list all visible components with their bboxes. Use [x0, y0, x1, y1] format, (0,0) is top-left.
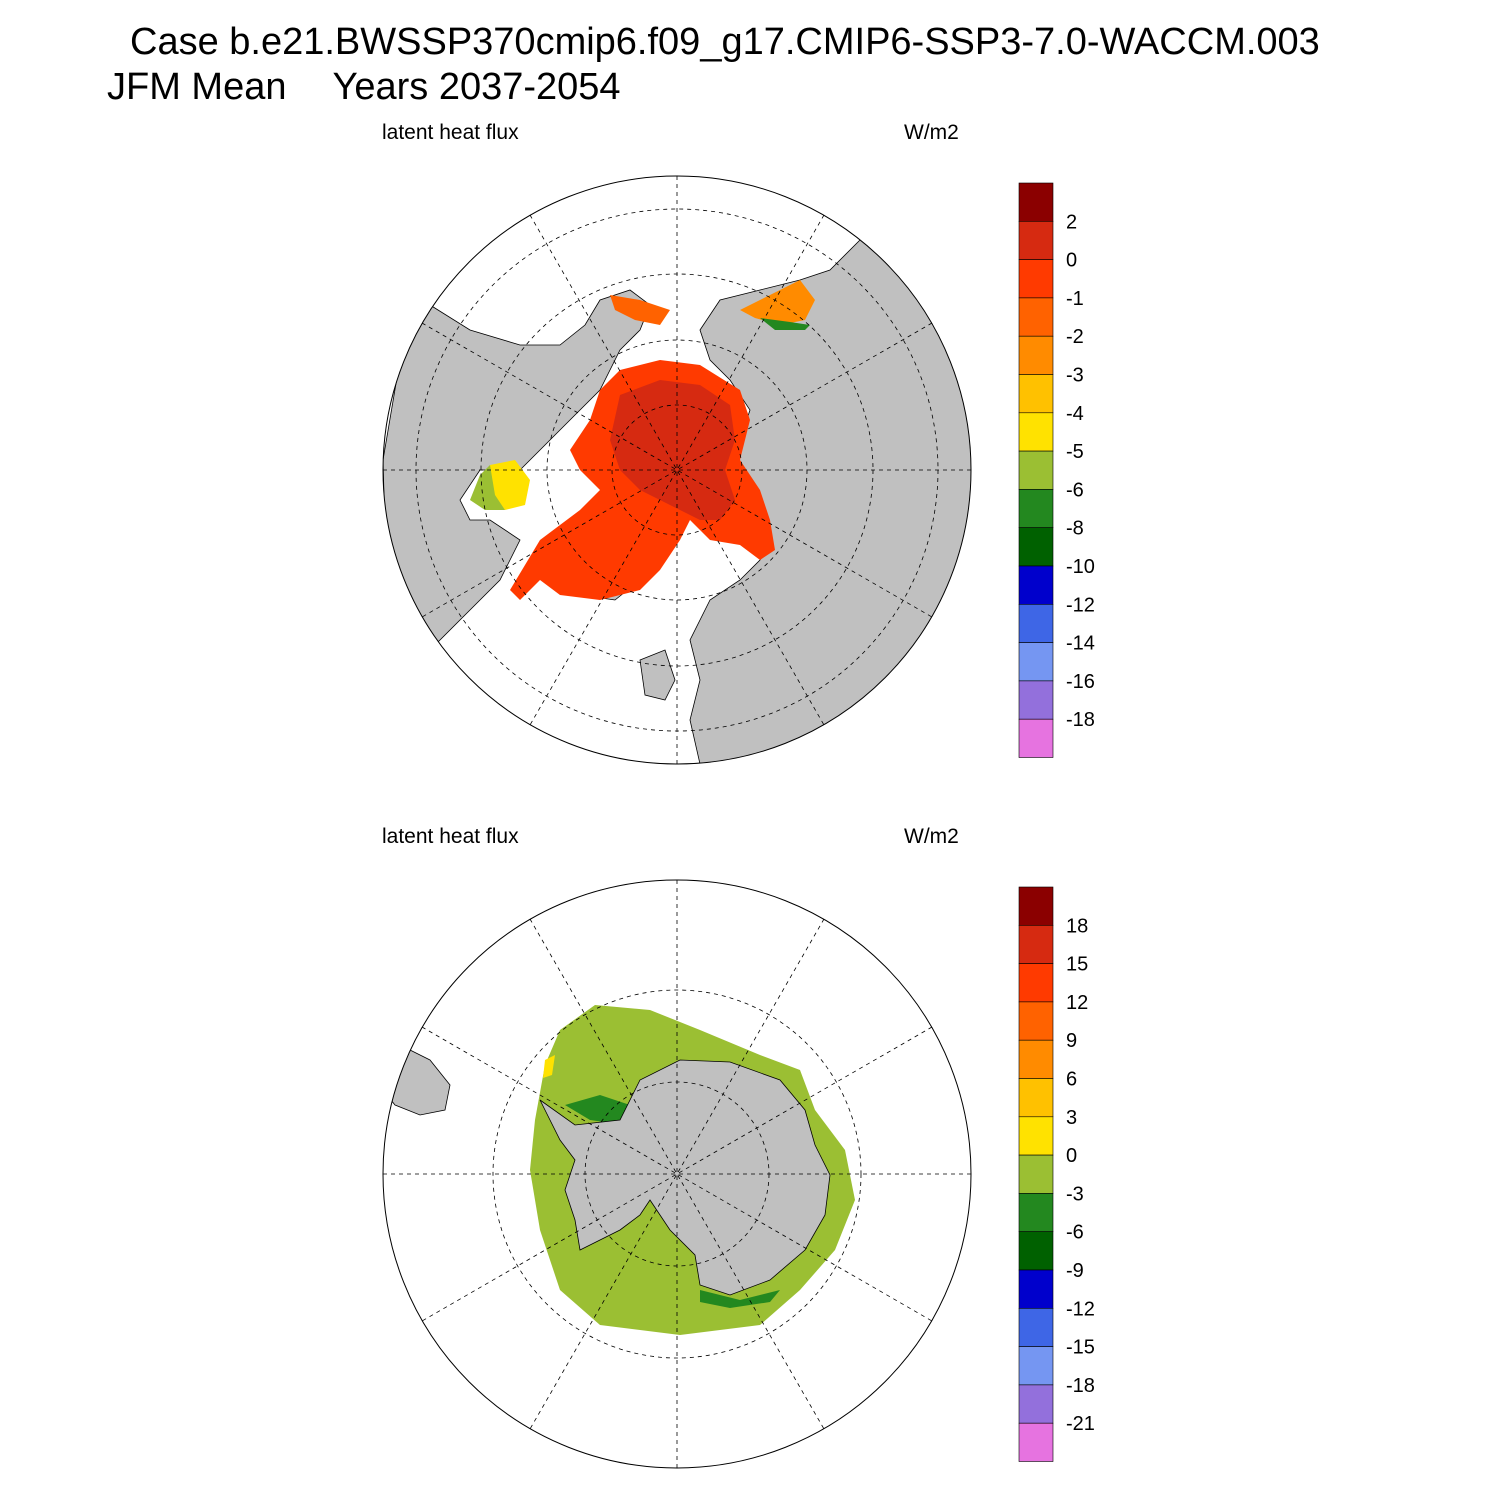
ross-sea-edge-region	[700, 1290, 780, 1308]
colorbar-tick-label: -1	[1066, 288, 1084, 310]
colorbar-swatch	[1018, 1039, 1054, 1079]
colorbar-tick-label: -8	[1066, 518, 1084, 540]
antarctic-colorbar: 18 15 12 9 6 3 0 -3 -6 -9 -12 -15 -18 -21	[1018, 886, 1095, 1462]
arctic-map: 2 0 -1 -2 -3 -4 -5 -6 -8 -10 -12 -14 -16 -18	[382, 175, 1095, 765]
colorbar-tick-label: -16	[1066, 671, 1095, 693]
colorbar-tick-label: -6	[1066, 479, 1084, 501]
colorbar-tick-label: -5	[1066, 441, 1084, 463]
colorbar-tick-label: -9	[1066, 1260, 1084, 1282]
colorbar-swatch	[1018, 1078, 1054, 1118]
colorbar-swatch	[1018, 963, 1054, 1003]
colorbar-swatch	[1018, 1193, 1054, 1233]
colorbar-tick-label: 0	[1066, 250, 1077, 272]
hudson-bay-edge-region	[470, 465, 505, 510]
colorbar-tick-label: -3	[1066, 365, 1084, 387]
colorbar-swatch	[1018, 1116, 1054, 1156]
years-label: Years 2037-2054	[332, 66, 621, 108]
colorbar-tick-label: 3	[1066, 1107, 1077, 1129]
colorbar-tick-label: -21	[1066, 1413, 1095, 1435]
colorbar-swatch	[1018, 259, 1054, 299]
colorbar-swatch	[1018, 1384, 1054, 1424]
panel1-variable-label: latent heat flux	[382, 121, 519, 144]
colorbar-tick-label: -2	[1066, 326, 1084, 348]
hudson-bay-flux-region	[490, 460, 530, 510]
colorbar-tick-label: 0	[1066, 1145, 1077, 1167]
uk-land	[639, 649, 676, 701]
colorbar-swatch	[1018, 1346, 1054, 1386]
colorbar-swatch	[1018, 1422, 1054, 1462]
colorbar-swatch	[1018, 1154, 1054, 1194]
colorbar-swatch	[1018, 489, 1054, 528]
colorbar-swatch	[1018, 924, 1054, 964]
okhotsk-flux-region	[740, 280, 815, 325]
north-america-land	[383, 289, 651, 661]
colorbar-swatch	[1018, 886, 1054, 926]
colorbar-swatch	[1018, 221, 1054, 260]
panel2-variable-label: latent heat flux	[382, 825, 519, 848]
colorbar-tick-label: -6	[1066, 1222, 1084, 1244]
colorbar-tick-label: 18	[1066, 915, 1088, 937]
colorbar-swatch	[1018, 335, 1054, 375]
colorbar-swatch	[1018, 1308, 1054, 1347]
arctic-inner-flux-region	[610, 380, 735, 520]
drake-passage-flux-region	[543, 1055, 555, 1078]
colorbar-swatch	[1018, 1001, 1054, 1041]
figure-subtitle: JFM Mean Years 2037-2054	[107, 67, 621, 107]
colorbar-swatch	[1018, 1269, 1054, 1309]
panel1-units-label: W/m2	[904, 121, 959, 144]
colorbar-swatch	[1018, 374, 1054, 414]
colorbar-swatch	[1018, 680, 1054, 720]
figure-title: Case b.e21.BWSSP370cmip6.f09_g17.CMIP6-S…	[130, 21, 1320, 63]
weddell-sea-flux-region	[565, 1095, 630, 1125]
colorbar-swatch	[1018, 182, 1054, 222]
colorbar-swatch	[1018, 450, 1054, 490]
colorbar-tick-label: -12	[1066, 594, 1095, 616]
colorbar-swatch	[1018, 527, 1054, 567]
colorbar-tick-label: -14	[1066, 633, 1095, 655]
colorbar-tick-label: -18	[1066, 1375, 1095, 1397]
colorbar-tick-label: 12	[1066, 992, 1088, 1014]
arctic-map-border	[382, 175, 972, 765]
colorbar-tick-label: 15	[1066, 954, 1088, 976]
antarctica-land	[539, 1059, 831, 1296]
okhotsk-edge-region	[760, 318, 810, 330]
panel2-units-label: W/m2	[904, 825, 959, 848]
colorbar-swatch	[1018, 642, 1054, 682]
colorbar-tick-label: 6	[1066, 1069, 1077, 1091]
bering-flux-region	[610, 295, 670, 325]
colorbar-swatch	[1018, 718, 1054, 758]
season-label: JFM Mean	[107, 66, 287, 108]
colorbar-tick-label: -15	[1066, 1337, 1095, 1359]
colorbar-tick-label: -10	[1066, 556, 1095, 578]
antarctic-map-border	[382, 879, 972, 1469]
colorbar-tick-label: 9	[1066, 1030, 1077, 1052]
colorbar-tick-label: -18	[1066, 709, 1095, 731]
colorbar-swatch	[1018, 1231, 1054, 1271]
colorbar-tick-label: -3	[1066, 1183, 1084, 1205]
colorbar-swatch	[1018, 603, 1054, 643]
colorbar-swatch	[1018, 297, 1054, 337]
colorbar-tick-label: 2	[1066, 211, 1077, 233]
colorbar-swatch	[1018, 412, 1054, 452]
antarctic-map: 18 15 12 9 6 3 0 -3 -6 -9 -12 -15 -18 -21	[382, 879, 1095, 1469]
arctic-graticule	[383, 176, 971, 764]
colorbar-swatch	[1018, 565, 1054, 605]
colorbar-tick-label: -12	[1066, 1298, 1095, 1320]
arctic-colorbar: 2 0 -1 -2 -3 -4 -5 -6 -8 -10 -12 -14 -16 -18	[1018, 182, 1095, 758]
antarctic-graticule	[383, 880, 971, 1468]
colorbar-tick-label: -4	[1066, 403, 1084, 425]
